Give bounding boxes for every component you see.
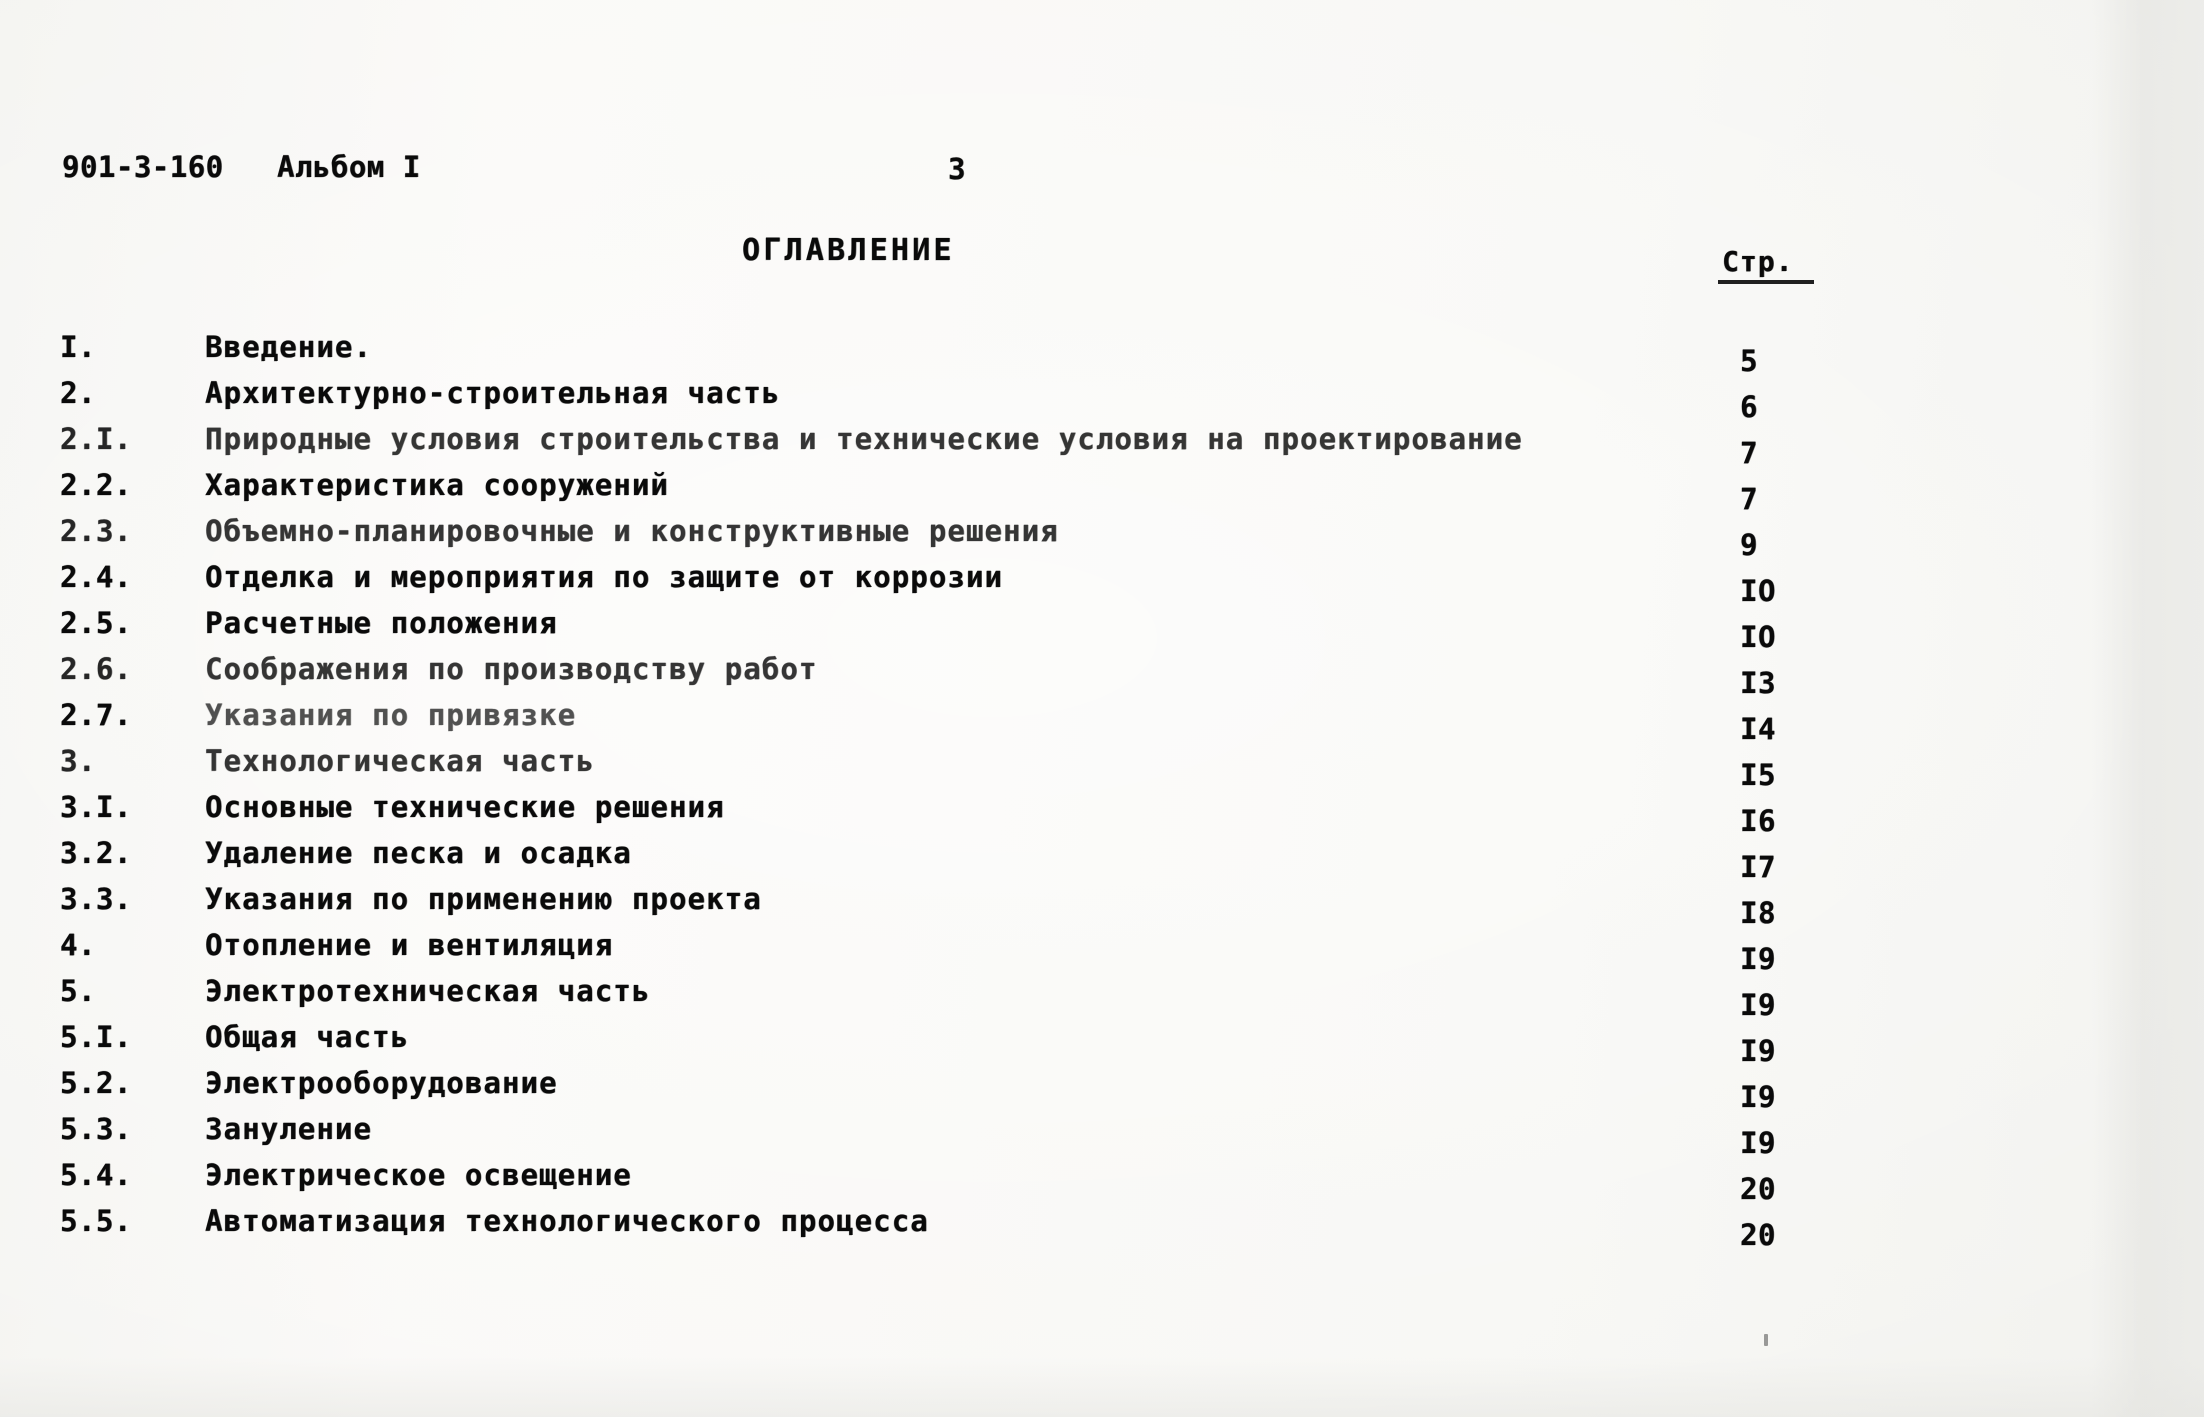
toc-item-label: Технологическая часть [205, 744, 595, 778]
toc-item-page-number: I8 [1740, 896, 1776, 930]
toc-item-page-number: I5 [1740, 758, 1776, 792]
toc-item-number: 2.4. [60, 560, 132, 594]
toc-item-label: Электротехническая часть [205, 974, 651, 1008]
toc-item-number: 2.7. [60, 698, 132, 732]
toc-row[interactable]: 3.3. Указания по применению проекта I8 [0, 882, 2204, 930]
toc-item-page-number: 9 [1740, 528, 1758, 562]
toc-row[interactable]: 5. Электротехническая часть I9 [0, 974, 2204, 1022]
toc-item-label: Природные условия строительства и технич… [205, 422, 1523, 456]
toc-item-label: Отопление и вентиляция [205, 928, 614, 962]
pages-column-header-label: Стр. [1722, 245, 1794, 278]
toc-item-label: Объемно-планировочные и конструктивные р… [205, 514, 1059, 548]
toc-row[interactable]: 2.4. Отделка и мероприятия по защите от к… [0, 560, 2204, 608]
toc-row[interactable]: 5.I. Общая часть I9 [0, 1020, 2204, 1068]
toc-item-number: 3.2. [60, 836, 132, 870]
toc-item-page-number: I3 [1740, 666, 1776, 700]
scan-edge-bottom [0, 1357, 2204, 1417]
toc-item-number: 5.3. [60, 1112, 132, 1146]
toc-item-number: 2.3. [60, 514, 132, 548]
scan-artifact-speck [1764, 1334, 1768, 1346]
pages-column-header: Стр. [1718, 245, 1814, 284]
toc-item-page-number: 6 [1740, 390, 1758, 424]
toc-row[interactable]: 5.5. Автоматизация технологического проце… [0, 1204, 2204, 1252]
toc-item-number: 2.2. [60, 468, 132, 502]
toc-row[interactable]: 2.5. Расчетные положения IO [0, 606, 2204, 654]
toc-item-page-number: I6 [1740, 804, 1776, 838]
toc-item-label: Характеристика сооружений [205, 468, 669, 502]
toc-item-page-number: 7 [1740, 482, 1758, 516]
toc-row[interactable]: 2. Архитектурно-строительная часть 6 [0, 376, 2204, 424]
toc-row[interactable]: 4. Отопление и вентиляция I9 [0, 928, 2204, 976]
toc-item-label: Общая часть [205, 1020, 410, 1054]
album-label: Альбом I [277, 150, 421, 184]
toc-item-number: 5.2. [60, 1066, 132, 1100]
document-code: 901-3-160 [62, 150, 224, 184]
toc-item-number: 3. [60, 744, 96, 778]
toc-item-label: Расчетные положения [205, 606, 558, 640]
toc-item-page-number: I9 [1740, 942, 1776, 976]
toc-item-number: 3.I. [60, 790, 132, 824]
toc-item-page-number: IO [1740, 620, 1776, 654]
toc-item-page-number: I4 [1740, 712, 1776, 746]
toc-row[interactable]: 2.7. Указания по привязке I4 [0, 698, 2204, 746]
toc-row[interactable]: 5.2. Электрооборудование I9 [0, 1066, 2204, 1114]
toc-item-number: I. [60, 330, 96, 364]
toc-item-number: 2. [60, 376, 96, 410]
toc-item-page-number: I7 [1740, 850, 1776, 884]
toc-row[interactable]: 2.6. Соображения по производству работ I3 [0, 652, 2204, 700]
toc-item-number: 2.5. [60, 606, 132, 640]
toc-item-label: Введение. [205, 330, 373, 364]
toc-item-label: Соображения по производству работ [205, 652, 818, 686]
toc-row[interactable]: 2.2. Характеристика сооружений 7 [0, 468, 2204, 516]
toc-item-label: Отделка и мероприятия по защите от корро… [205, 560, 1004, 594]
toc-row[interactable]: I. Введение. 5 [0, 330, 2204, 378]
toc-item-number: 2.I. [60, 422, 132, 456]
toc-item-page-number: 20 [1740, 1172, 1776, 1206]
toc-row[interactable]: 5.4. Электрическое освещение 20 [0, 1158, 2204, 1206]
pages-column-header-underline [1718, 280, 1814, 284]
toc-item-label: Электрическое освещение [205, 1158, 632, 1192]
toc-item-page-number: I9 [1740, 1034, 1776, 1068]
toc-item-page-number: 5 [1740, 344, 1758, 378]
toc-item-label: Удаление песка и осадка [205, 836, 632, 870]
page-number: 3 [948, 152, 966, 186]
toc-item-number: 5.I. [60, 1020, 132, 1054]
toc-item-label: Основные технические решения [205, 790, 725, 824]
toc-item-number: 4. [60, 928, 96, 962]
toc-item-number: 5.4. [60, 1158, 132, 1192]
toc-item-number: 2.6. [60, 652, 132, 686]
toc-item-label: Указания по применению проекта [205, 882, 762, 916]
toc-item-page-number: I9 [1740, 1080, 1776, 1114]
toc-item-number: 5.5. [60, 1204, 132, 1238]
toc-item-label: Электрооборудование [205, 1066, 558, 1100]
page-title: ОГЛАВЛЕНИЕ [742, 233, 955, 268]
toc-row[interactable]: 2.3. Объемно-планировочные и конструктивн… [0, 514, 2204, 562]
toc-item-page-number: I9 [1740, 1126, 1776, 1160]
toc-item-page-number: 20 [1740, 1218, 1776, 1252]
toc-item-label: Архитектурно-строительная часть [205, 376, 781, 410]
toc-item-page-number: IO [1740, 574, 1776, 608]
toc-item-label: Указания по привязке [205, 698, 577, 732]
toc-item-label: Автоматизация технологического процесса [205, 1204, 929, 1238]
toc-item-number: 5. [60, 974, 96, 1008]
toc-row[interactable]: 3.I. Основные технические решения I6 [0, 790, 2204, 838]
toc-row[interactable]: 2.I. Природные условия строительства и те… [0, 422, 2204, 470]
toc-row[interactable]: 3.2. Удаление песка и осадка I7 [0, 836, 2204, 884]
toc-row[interactable]: 3. Технологическая часть I5 [0, 744, 2204, 792]
toc-item-label: Зануление [205, 1112, 373, 1146]
toc-item-page-number: 7 [1740, 436, 1758, 470]
toc-item-number: 3.3. [60, 882, 132, 916]
toc-item-page-number: I9 [1740, 988, 1776, 1022]
toc-row[interactable]: 5.3. Зануление I9 [0, 1112, 2204, 1160]
